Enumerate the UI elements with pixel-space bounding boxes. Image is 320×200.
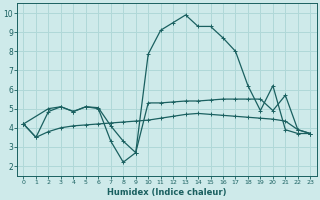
X-axis label: Humidex (Indice chaleur): Humidex (Indice chaleur): [107, 188, 227, 197]
